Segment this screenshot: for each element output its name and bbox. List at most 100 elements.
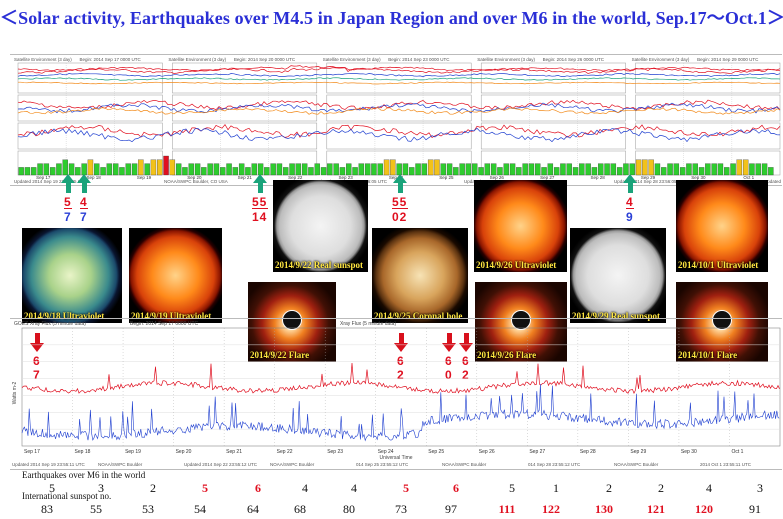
kp-bar xyxy=(150,159,157,176)
subplot-frame xyxy=(326,122,472,150)
green-arrow-stem xyxy=(397,183,403,193)
xray-footer-text: Updated 2014 Sep 22 23:55:12 UTC xyxy=(184,462,258,467)
number-divider xyxy=(252,208,268,209)
kp-bar xyxy=(560,163,566,176)
kp-bar xyxy=(490,163,497,176)
kp-bar xyxy=(295,163,302,176)
occulter-disk xyxy=(712,310,732,330)
subplot-frame xyxy=(635,94,781,122)
earthquake-count: 2 xyxy=(658,481,664,495)
sunspot-number: 64 xyxy=(247,502,259,516)
solar-image-caption: 2014/9/25 Coronal hole xyxy=(374,311,463,321)
solar-image-caption: 2014/9/26 Flare xyxy=(477,350,537,360)
kp-bar xyxy=(87,159,94,176)
kp-bar xyxy=(31,167,37,176)
green-arrow-stem xyxy=(81,183,87,193)
xray-flux-chart: GOES Xray Flux (5 minute data) Begin: 201… xyxy=(12,321,781,467)
solar-image-flare: 2014/9/26 Flare xyxy=(475,282,567,362)
kp-bar xyxy=(314,163,320,176)
kp-bar xyxy=(175,163,182,176)
kp-bar xyxy=(188,163,194,176)
kp-bar xyxy=(157,159,163,176)
kp-bar xyxy=(43,163,50,176)
top-footer-text: Updated 2014 Sep 19 23:56:05 UTC xyxy=(14,179,88,184)
xray-footer-text: NOAA/SWPC Boulder xyxy=(614,462,659,467)
kp-bar xyxy=(572,167,579,176)
flux-line xyxy=(17,67,781,74)
sunspot-number: 130 xyxy=(595,502,613,516)
red-arrow-stem xyxy=(398,333,404,343)
sunspot-number: 73 xyxy=(395,502,407,516)
kp-bar xyxy=(667,163,673,176)
sunspot-row-label: International sunspot no. xyxy=(22,491,112,501)
top-day-label: Sep 26 xyxy=(490,175,505,180)
subplot-frame xyxy=(480,150,626,176)
green-arrow-stem xyxy=(627,183,633,193)
red-arrow-top-number: 6 xyxy=(462,354,470,368)
solar-image-caption: 2014/9/19 Ultraviolet xyxy=(131,311,212,321)
red-arrow-bottom-number: 2 xyxy=(462,368,470,382)
occulter-disk xyxy=(282,310,302,330)
flux-line xyxy=(17,107,781,115)
kp-bar xyxy=(453,167,459,176)
sunspot-number: 111 xyxy=(498,502,516,516)
top-footer-text: Updated 2014 Sep 28 23:56:05 UTC xyxy=(614,179,688,184)
kp-bar xyxy=(673,163,680,176)
top-day-label: Sep 21 xyxy=(238,175,253,180)
kp-bar xyxy=(598,163,604,176)
sunspot-number: 91 xyxy=(749,502,761,516)
kp-bar xyxy=(522,163,528,176)
solar-image-caption: 2014/9/26 Ultraviolet xyxy=(476,260,557,270)
earthquake-count: 5 xyxy=(202,481,208,495)
kp-bar xyxy=(364,163,371,176)
page-title: ＜Solar activity, Earthquakes over M4.5 i… xyxy=(0,8,783,28)
green-arrow-stem xyxy=(65,183,71,193)
kp-bar xyxy=(119,167,125,176)
green-arrow-stem xyxy=(257,183,263,193)
solar-image-caption: 2014/10/1 Ultraviolet xyxy=(678,260,759,270)
kp-bar xyxy=(730,163,736,176)
green-arrow-icon xyxy=(77,174,91,183)
kp-bar xyxy=(201,167,207,176)
green-arrow-top-number: 4 xyxy=(626,195,634,209)
top-header-text: Satellite Environment (3 day) xyxy=(14,57,72,62)
subplot-frame xyxy=(172,94,318,122)
solar-image-uv-green: 2014/9/18 Ultraviolet xyxy=(22,228,122,323)
kp-bar xyxy=(635,159,642,176)
sunspot-number: 55 xyxy=(90,502,102,516)
kp-bar xyxy=(528,163,535,176)
flux-line xyxy=(17,99,781,111)
red-arrow-stem xyxy=(463,333,469,343)
top-day-label: Sep 25 xyxy=(439,175,454,180)
xray-xlabel: Universal Time xyxy=(379,455,412,461)
top-header-text: Satellite Environment (3 day) xyxy=(323,57,381,62)
kp-bar xyxy=(270,163,276,176)
green-arrow-top-number: 4 xyxy=(80,195,88,209)
kp-bar xyxy=(465,163,472,176)
subplot-frame xyxy=(326,94,472,122)
kp-bar xyxy=(446,163,453,176)
kp-bar xyxy=(339,167,346,176)
kp-bar xyxy=(503,163,509,176)
xray-day-label: Sep 29 xyxy=(630,449,646,455)
top-day-label: Sep 28 xyxy=(590,175,605,180)
kp-bar xyxy=(320,167,327,176)
red-arrow-top-number: 6 xyxy=(445,354,453,368)
kp-bar xyxy=(535,163,541,176)
xray-day-label: Sep 17 xyxy=(24,449,40,455)
solar-image-uv-red: 2014/10/1 Ultraviolet xyxy=(676,180,768,272)
subplot-frame xyxy=(17,94,163,122)
kp-bar xyxy=(516,167,522,176)
top-header-text: Begin: 2014 Sep 20 0000 UTC xyxy=(234,57,296,62)
sunspot-number: 121 xyxy=(647,502,665,516)
kp-bar xyxy=(37,163,43,176)
kp-bar xyxy=(478,167,484,176)
kp-bar xyxy=(308,167,314,176)
kp-bar xyxy=(327,163,333,176)
kp-bar xyxy=(207,163,213,176)
solar-image-white: 2014/9/22 Real sunspot xyxy=(273,180,368,272)
xray-footer-text: 014 Sep 28 23:55:12 UTC xyxy=(528,462,581,467)
xray-header-text: Xray Flux (5 minute data) xyxy=(340,321,396,327)
red-arrow-bottom-number: 7 xyxy=(33,368,41,382)
kp-bar xyxy=(289,163,295,176)
